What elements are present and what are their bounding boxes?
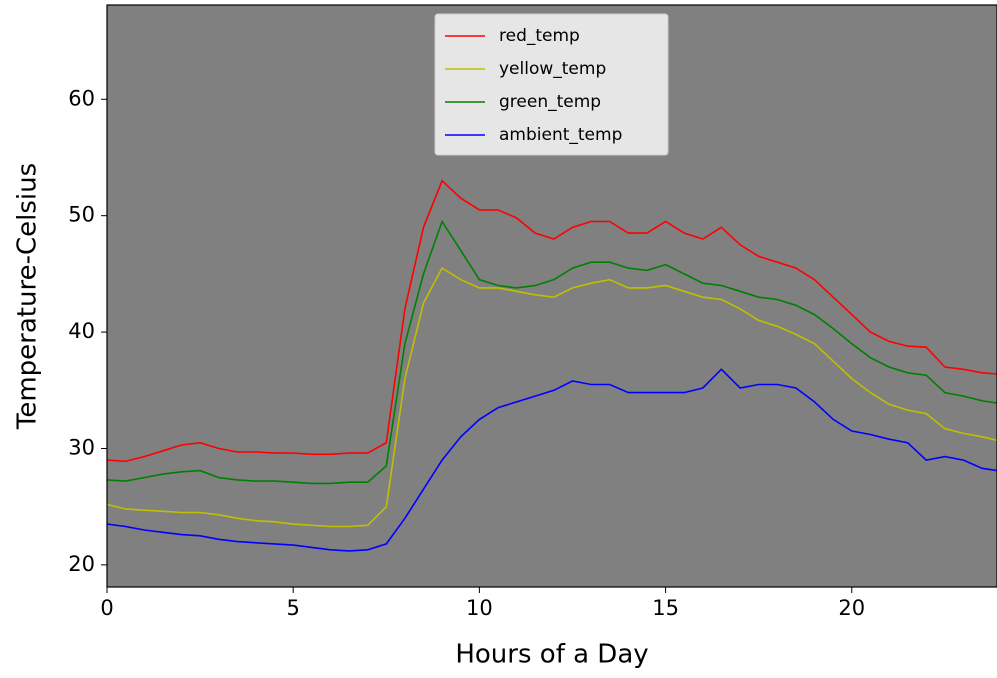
x-axis-label: Hours of a Day — [455, 640, 648, 670]
x-tick-label: 0 — [100, 596, 113, 620]
legend-label: ambient_temp — [499, 125, 622, 145]
y-tick-label: 60 — [68, 86, 95, 110]
legend-label: green_temp — [499, 92, 601, 112]
y-axis-label: Temperature-Celsius — [13, 163, 43, 430]
line-series — [106, 179, 997, 463]
line-series — [106, 219, 997, 485]
x-tick-label: 20 — [838, 596, 865, 620]
x-tick-label: 15 — [652, 596, 679, 620]
legend-label: red_temp — [499, 26, 580, 46]
y-tick-label: 30 — [68, 435, 95, 459]
y-tick-label: 50 — [68, 203, 95, 227]
y-tick-label: 20 — [68, 552, 95, 576]
legend-box — [434, 13, 669, 156]
legend-label: yellow_temp — [499, 59, 606, 79]
y-tick-label: 40 — [68, 319, 95, 343]
legend: red_temp yellow_temp green_temp ambient_tem… — [434, 13, 669, 156]
lines — [106, 179, 997, 552]
line-series — [106, 266, 997, 528]
line-series — [106, 368, 997, 552]
x-tick-label: 5 — [287, 596, 300, 620]
x-tick-label: 10 — [466, 596, 493, 620]
axes-frame — [106, 4, 997, 588]
